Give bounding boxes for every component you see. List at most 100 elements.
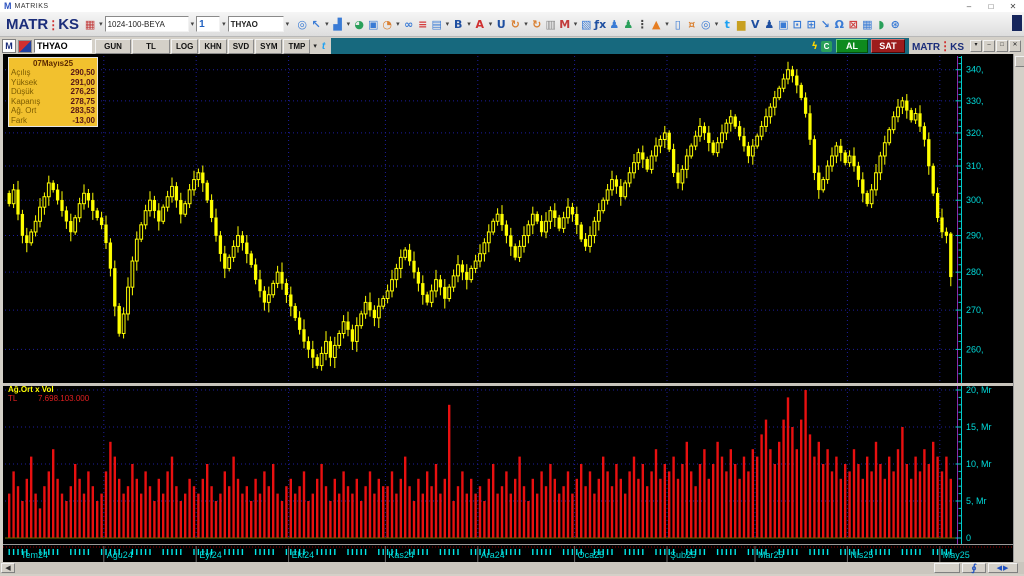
toolbar-end-badge-icon[interactable] [1012,15,1022,31]
scroll-left-button[interactable]: ◀ [1,563,15,573]
cursor-icon-dropdown-icon[interactable]: ▾ [325,21,329,28]
refresh-icon[interactable]: ↻ [510,17,520,31]
upload-box-icon[interactable]: ▲ [652,17,661,31]
chartbar-matriks-brand: MATR⋮KS [911,39,964,53]
bar-chart-icon[interactable]: ▟ [333,17,342,31]
letter-u-icon[interactable]: U [496,17,506,31]
chart-symbol-field[interactable]: THYAO [34,39,92,53]
upload-box-icon-dropdown-icon[interactable]: ▾ [665,21,669,28]
button-svd[interactable]: SVD [227,38,255,54]
bar-chart-icon-dropdown-icon[interactable]: ▾ [346,21,351,28]
candles-layer [7,61,953,371]
chat-icon[interactable]: ◗ [878,17,885,31]
sell-sat-button[interactable]: SAT [870,39,905,53]
news-icon-dropdown-icon[interactable]: ▾ [445,21,450,28]
button-khn[interactable]: KHN [199,38,227,54]
letter-v-icon[interactable]: V [751,17,760,31]
diag-arrow-icon[interactable]: ↘ [820,17,830,31]
minimize-button[interactable]: – [966,1,972,11]
pane-separator[interactable] [3,383,1013,386]
calculator-icon[interactable]: ▦ [862,17,873,31]
person-icon[interactable]: ♟ [609,17,620,31]
price-tick-label: 330, [966,96,984,106]
chart-side-scroll-button[interactable] [1015,56,1024,67]
button-sym[interactable]: SYM [255,38,283,54]
matriks-m-icon-dropdown-icon[interactable]: ▾ [573,21,578,28]
chart-window-icon[interactable]: ▧ [581,17,592,31]
bold-b-icon[interactable]: B [453,17,463,31]
refresh-icon-dropdown-icon[interactable]: ▾ [524,21,528,28]
button-tmp[interactable]: TMP [283,38,311,54]
letter-a-icon[interactable]: A [475,17,484,31]
chart-rollup-button[interactable]: ▾ [970,40,982,52]
twitter-bird-icon[interactable]: t [321,40,326,52]
window-title: MATRIKS [14,2,49,10]
maximize-button[interactable]: □ [988,1,994,11]
symbol-combobox[interactable]: THYAO [227,16,284,32]
pie-chart-icon[interactable]: ◕ [354,17,364,31]
analyst-icon[interactable]: ♟ [764,17,775,31]
lightning-icon[interactable]: ϟ [811,40,818,52]
matriks-mini-logo-icon [18,39,32,53]
clock-icon[interactable]: ◔ [382,17,392,31]
matriks-m-icon[interactable]: M [559,17,571,31]
document-icon[interactable]: ▯ [674,17,681,31]
cursor-icon[interactable]: ↖ [311,17,321,31]
price-tick-label: 320, [966,128,984,138]
terminal-gear-icon[interactable]: ▣ [778,17,789,31]
formula-icon[interactable]: ƒx [594,17,607,31]
mail-icon[interactable]: ⊠ [848,17,858,31]
volume-tick-label: 15, Mr [966,422,992,432]
month-label: Mar25 [758,550,784,560]
search-chart-icon[interactable]: ◎ [700,17,711,31]
layout-dropdown-icon[interactable]: ▾ [222,21,226,28]
zoom-icon[interactable]: ◎ [297,17,307,31]
chart-close-button[interactable]: ✕ [1009,40,1021,52]
clock-icon-dropdown-icon[interactable]: ▾ [396,21,400,28]
c-badge-icon[interactable]: C [820,40,832,52]
indicator-value: 7.698.103.000 [38,394,90,403]
screen-icon[interactable]: ▣ [367,17,379,31]
scale-button-log[interactable]: LOG [171,38,199,54]
page-nav-arrows-button[interactable]: ◀▶ [988,563,1018,573]
workspace-dropdown-icon[interactable]: ▾ [190,21,195,28]
letter-a-icon-dropdown-icon[interactable]: ▾ [488,21,493,28]
currency-button-tl[interactable]: TL [132,38,170,54]
handshake-icon[interactable]: ∞ [404,17,414,31]
gears-icon[interactable]: ⊛ [890,17,900,31]
news-icon[interactable]: ▤ [431,17,442,31]
chart-m-badge-icon[interactable]: M [2,39,16,53]
chart-maximize-button[interactable]: □ [996,40,1008,52]
bold-b-icon-dropdown-icon[interactable]: ▾ [467,21,471,28]
close-button[interactable]: ✕ [1009,1,1017,11]
time-axis-layer [3,544,1013,562]
bell-icon[interactable]: Ω [834,17,844,31]
folder-icon[interactable]: ▆ [737,17,746,31]
search-chart-icon-dropdown-icon[interactable]: ▾ [714,21,719,28]
volume-tick-label: 10, Mr [966,459,992,469]
window-shrink-icon[interactable]: ⊡ [792,17,802,31]
chart-canvas[interactable]: Tem24 Ağu24 Eyl24 Eki24 Kas24 Ara24 Oca25 Şub25… [3,54,1013,562]
portfolio-icon[interactable]: ♟ [623,17,634,31]
tooltip-label: Ağ. Ort [11,106,37,115]
scrollbar-thumb[interactable] [934,563,960,573]
buy-al-button[interactable]: AL [835,39,868,53]
matriks-swirl-icon[interactable]: ∮ [962,563,986,574]
period-button-gun[interactable]: GUN [95,38,131,54]
horizontal-scrollbar[interactable]: ◀ ∮ ◀▶ [0,562,1024,574]
currency-doc-icon[interactable]: ¤ [688,17,696,31]
depth-list-icon[interactable]: ≡ [418,17,428,31]
wop-icon[interactable]: ▥ [545,17,556,31]
workspace-combobox[interactable]: 1024-100-BEYA [104,16,189,32]
symbol-dropdown-icon[interactable]: ▾ [285,21,290,28]
window-expand-icon[interactable]: ⊞ [806,17,816,31]
chartbar-dropdown-icon[interactable]: ▾ [313,43,317,50]
tooltip-label: Düşük [11,87,34,96]
twitter-icon[interactable]: t [724,17,730,31]
chart-minimize-button[interactable]: – [983,40,995,52]
save-icon-dropdown-icon[interactable]: ▾ [99,21,103,28]
save-icon[interactable]: ▦ [84,17,96,31]
layout-combobox[interactable]: 1 [196,16,221,32]
refresh-alt-icon[interactable]: ↻ [532,17,542,31]
traffic-light-icon[interactable]: ⋮ [636,17,648,31]
